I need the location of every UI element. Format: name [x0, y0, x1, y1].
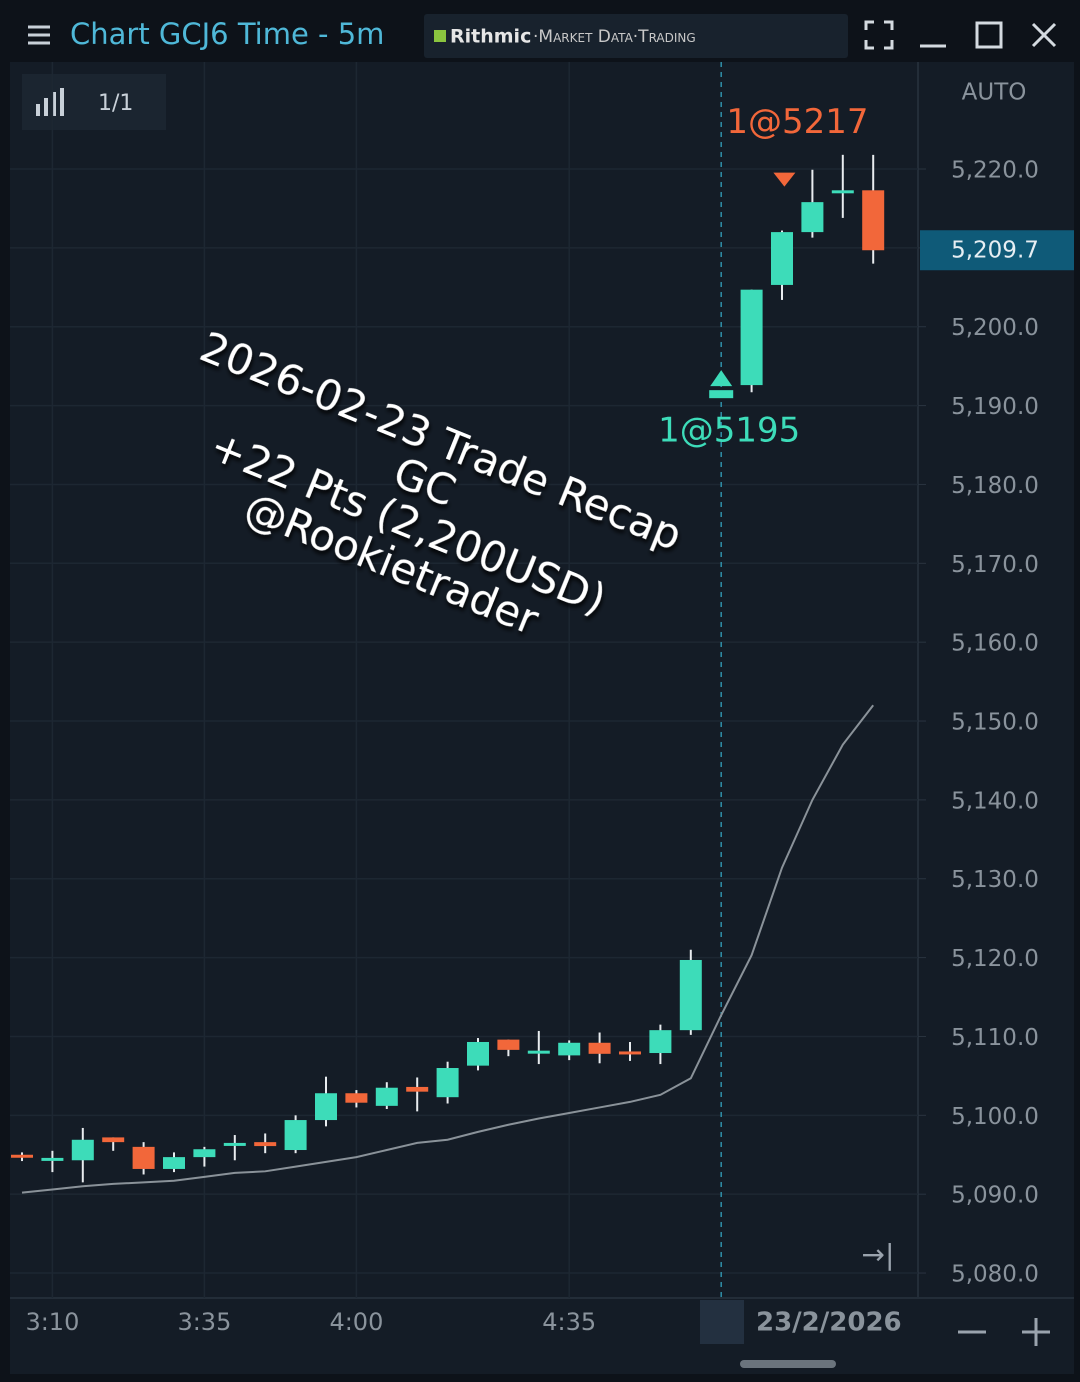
candle-body	[315, 1093, 337, 1121]
candle-body	[375, 1087, 398, 1106]
brand-name: Rithmic	[450, 26, 531, 48]
candle-body	[436, 1068, 459, 1098]
buy-fill-bar	[709, 390, 734, 399]
x-tick-label: 3:35	[177, 1308, 231, 1336]
scrollbar[interactable]	[740, 1360, 836, 1368]
x-tick-label: 4:35	[542, 1308, 596, 1336]
scale-mode[interactable]: AUTO	[962, 80, 1027, 106]
chart-panel	[10, 62, 1074, 1374]
candle-body	[163, 1157, 185, 1169]
candle-body	[467, 1041, 489, 1066]
window-title: Chart GCJ6 Time - 5m	[70, 17, 384, 51]
candle-body	[406, 1086, 429, 1092]
candle-body	[41, 1157, 64, 1161]
candle-body	[71, 1139, 94, 1161]
sell-label: 1@5217	[726, 102, 868, 142]
scroll-to-end[interactable]: →|	[862, 1238, 895, 1271]
chart-type-icon[interactable]	[36, 88, 64, 116]
y-tick-label: 5,100.0	[951, 1104, 1039, 1130]
date-label-group: 23/2/2026	[756, 1308, 902, 1338]
moving-average-line	[21, 704, 874, 1194]
date-marker-box	[700, 1300, 744, 1344]
y-tick-label: 5,160.0	[951, 631, 1039, 657]
candle-body	[862, 190, 885, 251]
sell-marker	[773, 172, 796, 187]
last-price-tag	[920, 230, 1074, 271]
y-tick-label: 5,190.0	[951, 394, 1039, 420]
candle-body	[588, 1042, 611, 1054]
maximize-button[interactable]	[975, 21, 1003, 49]
y-tick-label: 5,120.0	[951, 946, 1039, 972]
y-tick-label: 5,140.0	[951, 788, 1039, 814]
candle-body	[102, 1137, 125, 1143]
brand-logo	[434, 30, 446, 42]
candle-body	[801, 202, 824, 233]
y-tick-label: 5,110.0	[951, 1025, 1039, 1051]
candle-body	[771, 232, 793, 285]
menu-icon[interactable]	[28, 25, 50, 45]
candle-body	[831, 190, 854, 194]
y-tick-label: 5,220.0	[951, 158, 1039, 184]
close-button[interactable]	[1031, 22, 1057, 48]
candle-body	[345, 1093, 368, 1103]
candle-body	[740, 289, 763, 386]
brand-box	[424, 14, 848, 58]
buy-marker	[710, 370, 733, 387]
y-tick-label: 5,150.0	[951, 710, 1039, 736]
y-tick-label: 5,200.0	[951, 315, 1039, 341]
candle-body	[193, 1149, 216, 1158]
buy-label: 1@5195	[658, 411, 800, 451]
candle-body	[558, 1042, 581, 1056]
candle-body	[527, 1050, 550, 1054]
date-label: 23/2/2026	[756, 1308, 902, 1338]
y-tick-label: 5,090.0	[951, 1183, 1039, 1209]
zoom-in[interactable]	[1022, 1318, 1050, 1346]
y-tick-label: 5,080.0	[951, 1262, 1039, 1288]
candle-body	[284, 1120, 307, 1151]
brand-tagline: ·Market Data·Trading	[533, 27, 696, 47]
candle-body	[132, 1146, 155, 1169]
candle-body	[497, 1039, 520, 1050]
candle-body	[223, 1142, 246, 1146]
fullscreen-button[interactable]	[864, 20, 894, 50]
candle-body	[11, 1154, 33, 1158]
x-tick-label: 3:10	[25, 1308, 79, 1336]
candle-body	[254, 1142, 277, 1147]
toolbar	[22, 74, 166, 130]
candle-body	[679, 959, 702, 1031]
candle-body	[649, 1030, 672, 1054]
x-tick-label: 4:00	[329, 1308, 383, 1336]
candle-body	[619, 1051, 641, 1055]
y-tick-label: 5,180.0	[951, 473, 1039, 499]
last-price-label: 5,209.7	[951, 238, 1039, 264]
layout-counter[interactable]: 1/1	[98, 91, 133, 116]
y-tick-label: 5,130.0	[951, 867, 1039, 893]
y-tick-label: 5,170.0	[951, 552, 1039, 578]
